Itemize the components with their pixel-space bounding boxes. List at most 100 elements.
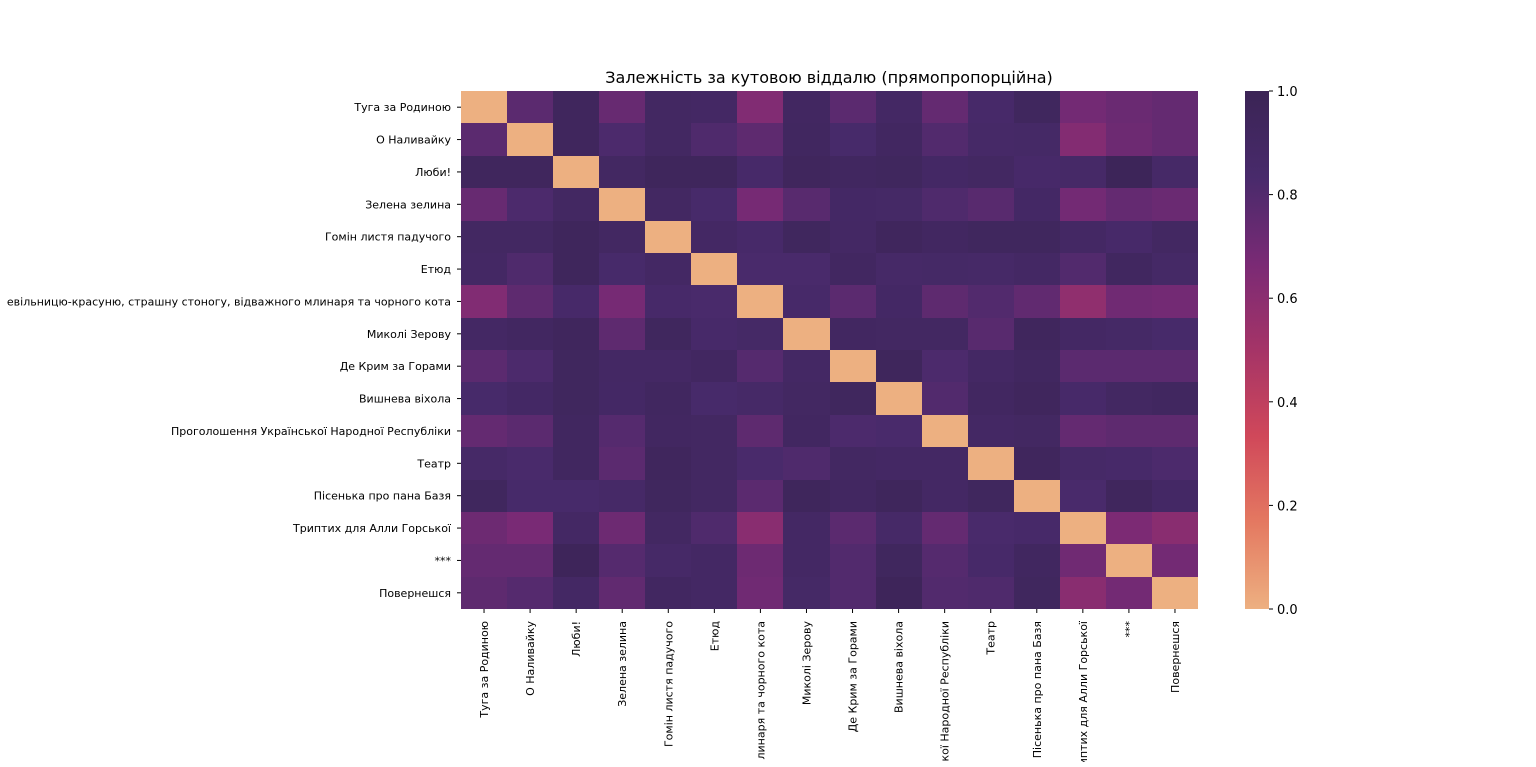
heatmap-cell (1060, 318, 1106, 350)
x-tick-label: Етюд (708, 621, 721, 652)
heatmap-cell (599, 253, 645, 285)
heatmap-cell (830, 285, 876, 318)
heatmap-cell (553, 285, 599, 318)
heatmap-cell (599, 480, 645, 512)
heatmap-cell (922, 577, 968, 609)
heatmap-cell (461, 447, 507, 480)
heatmap-cell (507, 382, 553, 415)
heatmap-cell (968, 577, 1014, 609)
heatmap-cell (1152, 91, 1198, 123)
heatmap-cell (1014, 577, 1060, 609)
heatmap-cell (1014, 285, 1060, 318)
heatmap-cell (599, 512, 645, 544)
heatmap-cell (691, 318, 737, 350)
heatmap-cell (553, 415, 599, 447)
x-tick-label: Миколі Зерову (800, 621, 813, 706)
heatmap-cell (1060, 188, 1106, 221)
heatmap-cell (507, 318, 553, 350)
heatmap-cell (783, 577, 830, 609)
heatmap-cell (507, 253, 553, 285)
heatmap-cell (1014, 447, 1060, 480)
heatmap-cell (1152, 544, 1198, 577)
heatmap-cell (876, 318, 922, 350)
heatmap-cell (876, 512, 922, 544)
heatmap-cell (691, 91, 737, 123)
heatmap-cell (1014, 415, 1060, 447)
heatmap-cell (922, 350, 968, 382)
heatmap-cell (691, 123, 737, 156)
heatmap-cell (1152, 577, 1198, 609)
heatmap-cell (461, 253, 507, 285)
heatmap-cell (507, 415, 553, 447)
heatmap-cell (1152, 318, 1198, 350)
heatmap-cell (737, 577, 783, 609)
heatmap-cell (830, 350, 876, 382)
y-tick-labels: Туга за Родиною О Наливайку Люби! Зелена зе… (7, 101, 461, 600)
heatmap-cell (922, 285, 968, 318)
heatmap-cell (876, 577, 922, 609)
heatmap-cell (1014, 512, 1060, 544)
heatmap-cell (783, 512, 830, 544)
x-tick-label: О Наливайку (524, 621, 537, 696)
heatmap-cell (968, 285, 1014, 318)
heatmap-cell (1014, 544, 1060, 577)
heatmap-cell (1106, 285, 1152, 318)
heatmap-cell (1152, 285, 1198, 318)
heatmap-cell (1106, 350, 1152, 382)
heatmap-cell (461, 318, 507, 350)
heatmap-cell (645, 415, 691, 447)
colorbar-tick-label: 0.6 (1277, 292, 1298, 307)
heatmap-cell (507, 577, 553, 609)
heatmap-cell (1152, 350, 1198, 382)
heatmap-cell (876, 188, 922, 221)
y-tick-label: евільницю-красуню, страшну стоногу, відв… (7, 295, 451, 308)
heatmap-cell (461, 285, 507, 318)
heatmap-cell (599, 156, 645, 188)
heatmap-cell (691, 221, 737, 253)
heatmap-cell (507, 447, 553, 480)
heatmap-cell (1106, 447, 1152, 480)
y-tick-label: Етюд (421, 263, 452, 276)
heatmap-cell (1106, 156, 1152, 188)
x-tick-label: *** (1123, 621, 1136, 638)
heatmap-cell (461, 350, 507, 382)
heatmap-cell (553, 350, 599, 382)
heatmap-cell (461, 382, 507, 415)
heatmap-cell (1014, 350, 1060, 382)
x-tick-label: Повернешся (1169, 621, 1182, 693)
y-tick-label: Триптих для Алли Горської (292, 522, 452, 535)
heatmap-cell (1060, 156, 1106, 188)
heatmap-cell (783, 156, 830, 188)
heatmap-cell (691, 480, 737, 512)
heatmap-cell (830, 91, 876, 123)
heatmap-cell (922, 318, 968, 350)
heatmap-cell (691, 350, 737, 382)
heatmap-cell (1060, 415, 1106, 447)
heatmap-cell (599, 577, 645, 609)
heatmap-cell (1060, 123, 1106, 156)
heatmap-cell (830, 415, 876, 447)
heatmap-cell (645, 318, 691, 350)
y-tick-label: Де Крим за Горами (340, 360, 451, 373)
colorbar-tick-label: 0.8 (1277, 189, 1298, 204)
y-tick-label: Зелена зелина (365, 198, 451, 211)
x-tick-label: Туга за Родиною (478, 621, 491, 719)
heatmap-cell (1106, 382, 1152, 415)
heatmap-cell (737, 382, 783, 415)
colorbar: 0.0 0.2 0.4 0.6 0.8 1.0 (1245, 85, 1298, 618)
heatmap-cell (553, 480, 599, 512)
heatmap-cell (1106, 188, 1152, 221)
heatmap-cell (1152, 253, 1198, 285)
heatmap-cell (1152, 480, 1198, 512)
heatmap-cell (922, 544, 968, 577)
heatmap-cell (691, 577, 737, 609)
heatmap-cell (737, 188, 783, 221)
heatmap-cell (599, 91, 645, 123)
heatmap-cell (599, 188, 645, 221)
heatmap-cell (737, 544, 783, 577)
heatmap-cell (737, 285, 783, 318)
heatmap-cell (645, 123, 691, 156)
heatmap-cell (783, 544, 830, 577)
x-tick-label: Пісенька про пана Базя (1031, 621, 1044, 758)
